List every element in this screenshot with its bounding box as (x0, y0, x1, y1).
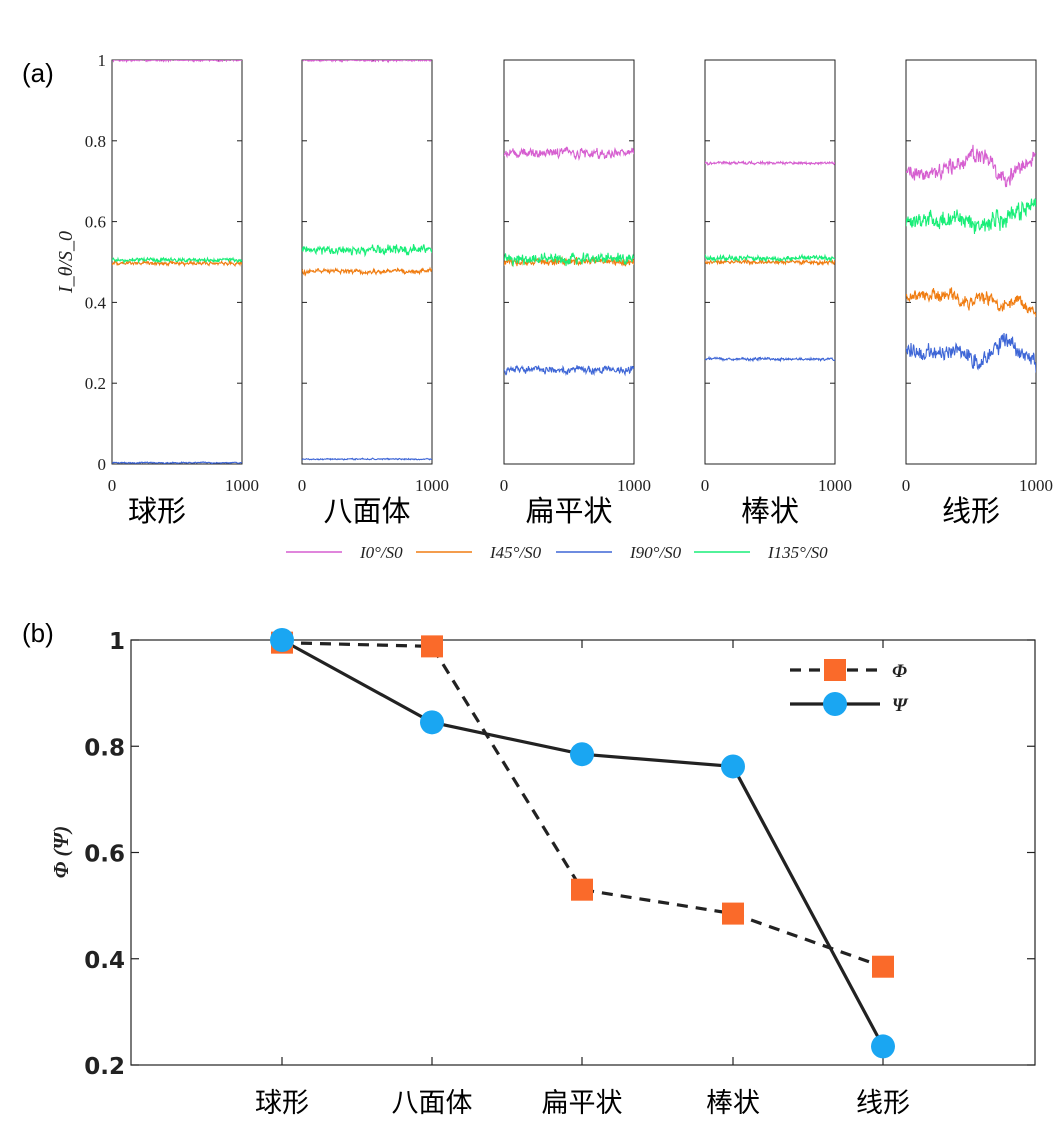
a-series-i90-s0-trace (705, 355, 835, 363)
b-ytick-label-0-8: 0.8 (84, 735, 125, 761)
b-legend-psi-marker (823, 692, 847, 716)
a-legend-entry-i90-s0: I90°/S0 (629, 543, 682, 562)
a-category-label: 棒状 (741, 494, 799, 528)
panel-b: (b) Φ (Ψ) 0.2 0.4 0.6 0.8 1 球形 八面体 扁平状 棒状 线形 ΦΨ (22, 618, 1036, 1119)
a-series-i90-s0-trace (112, 461, 242, 464)
a-series-i45-s0-trace (302, 266, 432, 277)
a-series-i90-s0-trace (504, 364, 634, 377)
a-ytick-label-0-2: 0.2 (85, 374, 106, 393)
a-xtick-label-1000: 1000 (617, 476, 651, 495)
a-xtick-label-1000: 1000 (818, 476, 852, 495)
panel-a: (a) I_θ/S_0 0 0.2 0.4 0.6 0.8 1 0 1000 球形 0 1000 八… (22, 51, 1053, 562)
panel-a-y-axis-label: I_θ/S_0 (55, 231, 77, 294)
b-xtick-label: 球形 (255, 1088, 309, 1119)
a-xtick-label-0: 0 (701, 476, 710, 495)
b-legend-psi-label: Ψ (892, 695, 909, 716)
a-xtick-label-0: 0 (298, 476, 307, 495)
a-series-i45-s0-trace (112, 259, 242, 268)
a-series-i45-s0-trace (906, 287, 1036, 318)
a-xtick-label-1000: 1000 (415, 476, 449, 495)
b-ytick-label-0-4: 0.4 (84, 948, 125, 974)
a-category-label: 线形 (942, 494, 1000, 528)
a-series-i135-s0-trace (906, 198, 1036, 235)
a-series-i135-s0-trace (504, 252, 634, 268)
b-series-psi-marker (270, 628, 294, 652)
b-series-phi-marker (571, 878, 593, 901)
b-series-phi-marker (722, 902, 744, 925)
panel-b-series (270, 628, 895, 1059)
a-ytick-label-0-8: 0.8 (85, 132, 106, 151)
a-subplot-0: 0 1000 球形 (108, 59, 259, 528)
panel-a-label: (a) (22, 58, 54, 88)
a-series-i0-s0-trace (705, 159, 835, 167)
a-ytick-label-0: 0 (98, 455, 107, 474)
b-xtick-label: 线形 (856, 1088, 910, 1119)
a-series-i90-s0-trace (906, 332, 1036, 373)
b-series-psi-marker (721, 754, 745, 779)
a-ytick-label-1: 1 (98, 51, 107, 70)
a-category-label: 球形 (128, 494, 186, 528)
b-ytick-label-0-2: 0.2 (84, 1054, 125, 1080)
a-legend-entry-i0-s0: I0°/S0 (359, 543, 403, 562)
a-series-i0-s0-trace (302, 60, 432, 64)
a-xtick-label-0: 0 (902, 476, 911, 495)
b-series-phi-line (281, 641, 884, 969)
a-category-label: 扁平状 (525, 494, 612, 528)
a-series-i135-s0-trace (302, 243, 432, 258)
a-xtick-label-1000: 1000 (225, 476, 259, 495)
panel-a-y-ticks: 0 0.2 0.4 0.6 0.8 1 (85, 51, 107, 474)
a-subplot-frame (905, 59, 1037, 465)
panel-a-legend: I0°/S0 I45°/S0 I90°/S0 I135°/S0 (286, 543, 828, 562)
a-ytick-label-0-4: 0.4 (85, 293, 107, 312)
b-series-psi-marker (570, 742, 594, 767)
b-ytick-label-0-6: 0.6 (84, 842, 125, 868)
a-series-i0-s0-trace (906, 144, 1036, 188)
a-series-i0-s0-trace (504, 146, 634, 162)
a-series-i0-s0-trace (112, 60, 242, 63)
a-xtick-label-0: 0 (500, 476, 509, 495)
a-legend-entry-i135-s0: I135°/S0 (767, 543, 828, 562)
a-xtick-label-1000: 1000 (1019, 476, 1053, 495)
a-series-i135-s0-trace (705, 253, 835, 263)
a-legend-entry-i45-s0: I45°/S0 (489, 543, 542, 562)
b-xtick-label: 棒状 (706, 1088, 760, 1119)
a-xtick-label-0: 0 (108, 476, 117, 495)
b-legend-phi-marker (824, 659, 846, 681)
panel-a-subplots: 0 1000 球形 0 1000 八面体 0 1000 扁平状 0 1000 棒状 0 1000 线形 (108, 59, 1053, 528)
b-legend-phi-label: Φ (892, 661, 907, 682)
panel-b-legend: ΦΨ (790, 659, 909, 716)
a-subplot-3: 0 1000 棒状 (701, 59, 852, 528)
panel-b-y-ticks: 0.2 0.4 0.6 0.8 1 (84, 629, 1035, 1080)
panel-b-label: (b) (22, 618, 54, 648)
b-ytick-label-1: 1 (109, 629, 125, 655)
a-series-i90-s0-trace (302, 457, 432, 461)
b-series-psi-line (281, 638, 885, 1048)
panel-b-x-ticks: 球形 八面体 扁平状 棒状 线形 (255, 640, 910, 1119)
b-series-psi-marker (420, 710, 444, 735)
b-series-phi-marker (872, 955, 894, 978)
b-series-phi-marker (421, 635, 443, 658)
b-xtick-label: 八面体 (392, 1088, 473, 1119)
a-subplot-2: 0 1000 扁平状 (500, 59, 651, 528)
b-xtick-label: 扁平状 (542, 1088, 623, 1119)
b-series-psi-marker (871, 1034, 895, 1059)
a-subplot-4: 0 1000 线形 (902, 59, 1053, 528)
a-category-label: 八面体 (323, 494, 410, 528)
a-series-i135-s0-trace (112, 256, 242, 265)
a-subplot-frame (301, 59, 433, 465)
a-ytick-label-0-6: 0.6 (85, 213, 106, 232)
a-subplot-1: 0 1000 八面体 (298, 59, 449, 528)
panel-b-y-axis-label: Φ (Ψ) (49, 826, 73, 879)
